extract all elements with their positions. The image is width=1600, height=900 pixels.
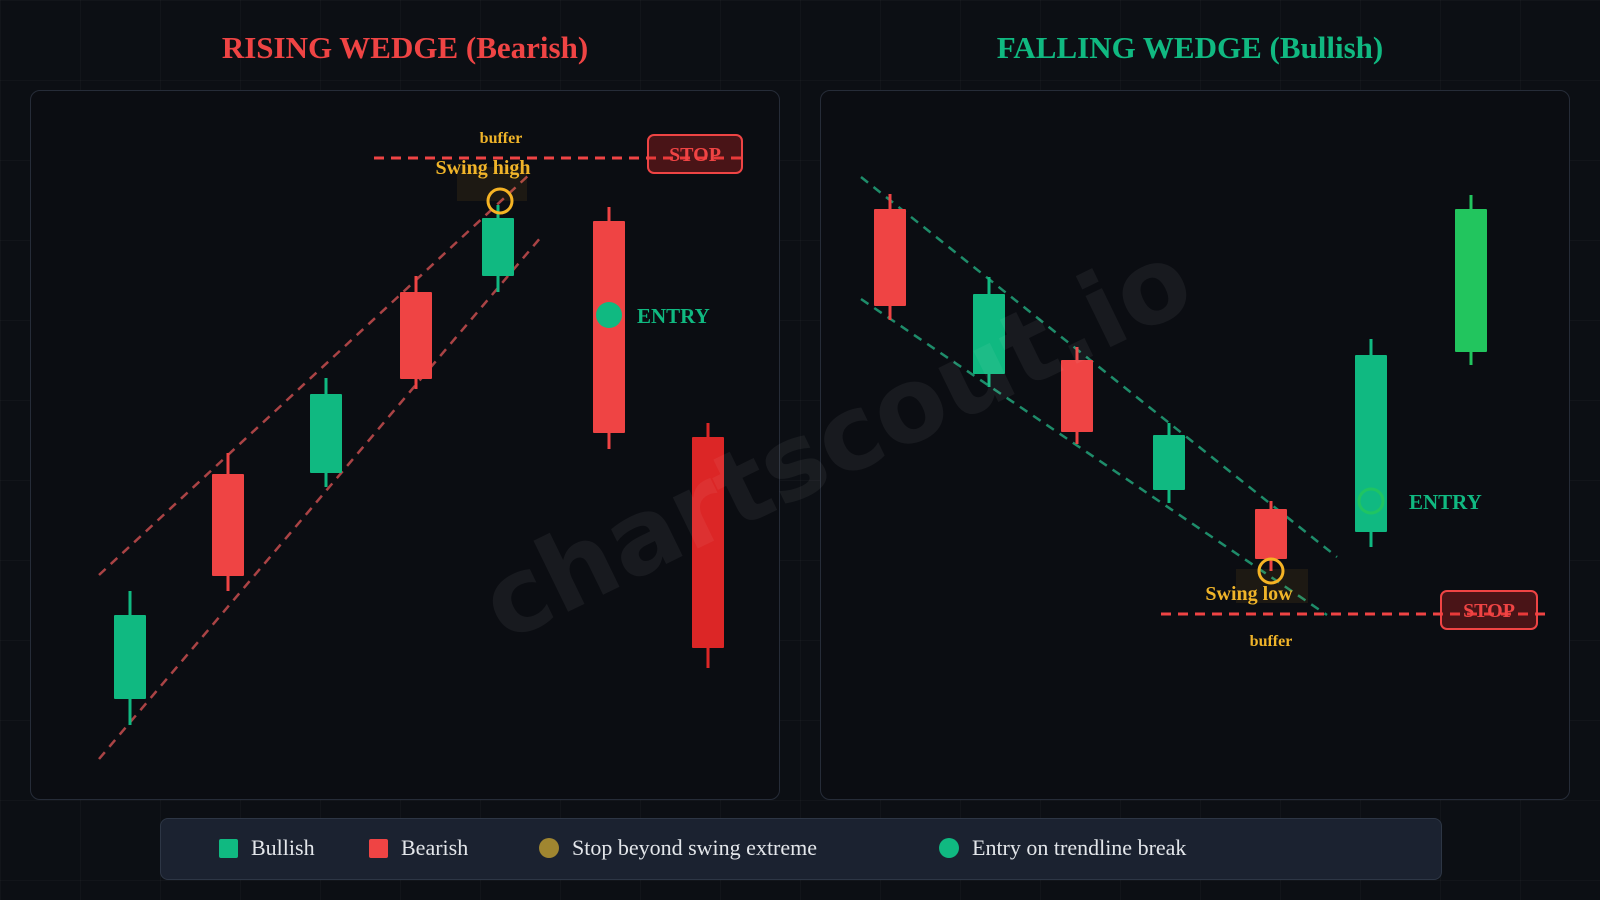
bearish-swatch [369,838,388,858]
candle [973,277,1005,387]
legend-label: Bearish [401,835,469,860]
falling-wedge-panel: Swing low buffer STOP ENTRY [820,90,1570,800]
stop-badge [647,134,743,174]
buffer-label: buffer [480,130,523,147]
stop-dot-icon [539,838,559,858]
entry-label: ENTRY [637,304,710,328]
candle [692,423,724,668]
buffer-label: buffer [1250,633,1293,650]
swing-high-highlight [457,167,527,201]
upper-trendline [98,172,532,576]
swing-low-label: Swing low [1205,583,1293,605]
legend-item-stop: Stop beyond swing extreme [539,835,817,861]
rising-wedge-panel: Swing high buffer STOP ENTRY [30,90,780,800]
candle [1355,339,1387,547]
legend-label: Stop beyond swing extreme [572,835,818,860]
falling-wedge-diagram: Swing low buffer STOP ENTRY [860,176,1551,650]
entry-label: ENTRY [1409,490,1482,514]
legend-item-bearish: Bearish [369,835,468,861]
candle [212,453,244,591]
legend-label: Bullish [251,835,315,860]
entry-dot-icon [939,838,959,858]
entry-marker [596,302,622,328]
candle [1455,195,1487,365]
lower-trendline [860,297,1328,617]
rising-wedge-diagram: Swing high buffer STOP ENTRY [98,130,743,760]
candle [400,276,432,389]
legend-item-entry: Entry on trendline break [939,835,1186,861]
candle [114,591,146,725]
candle [874,194,906,320]
entry-marker [1357,487,1385,515]
stop-label: STOP [1463,600,1515,622]
swing-high-marker [486,187,514,215]
legend: Bullish Bearish Stop beyond swing extrem… [160,818,1442,880]
candle [1061,347,1093,444]
lower-trendline [98,236,542,760]
swing-low-highlight [1236,569,1308,603]
stop-badge [1440,590,1538,630]
bullish-swatch [219,838,238,858]
swing-low-marker [1257,557,1285,585]
candle [482,205,514,292]
upper-trendline [860,176,1338,558]
legend-item-bullish: Bullish [219,835,315,861]
rising-wedge-title: RISING WEDGE (Bearish) [221,30,589,65]
swing-high-label: Swing high [435,157,530,179]
stop-label: STOP [669,144,721,166]
candle [310,378,342,487]
legend-label: Entry on trendline break [972,835,1187,860]
candle [1153,423,1185,503]
falling-wedge-title: FALLING WEDGE (Bullish) [996,30,1384,65]
